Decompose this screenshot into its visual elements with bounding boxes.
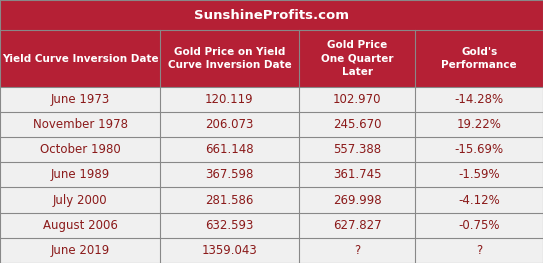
Text: 245.670: 245.670 bbox=[333, 118, 381, 131]
Text: 361.745: 361.745 bbox=[333, 168, 381, 181]
Text: 120.119: 120.119 bbox=[205, 93, 254, 106]
Text: -1.59%: -1.59% bbox=[458, 168, 500, 181]
Text: June 1989: June 1989 bbox=[50, 168, 110, 181]
Text: August 2006: August 2006 bbox=[43, 219, 117, 232]
Bar bbox=[0, 188, 543, 213]
Text: 627.827: 627.827 bbox=[333, 219, 381, 232]
Text: -15.69%: -15.69% bbox=[454, 143, 504, 156]
Bar bbox=[0, 162, 543, 188]
Text: ?: ? bbox=[476, 244, 482, 257]
Text: 206.073: 206.073 bbox=[205, 118, 254, 131]
Text: -4.12%: -4.12% bbox=[458, 194, 500, 206]
Text: 1359.043: 1359.043 bbox=[201, 244, 257, 257]
Text: 661.148: 661.148 bbox=[205, 143, 254, 156]
Bar bbox=[0, 112, 543, 137]
Text: -14.28%: -14.28% bbox=[454, 93, 504, 106]
Text: July 2000: July 2000 bbox=[53, 194, 108, 206]
Bar bbox=[0, 87, 543, 112]
Bar bbox=[0, 213, 543, 238]
Text: Gold Price on Yield
Curve Inversion Date: Gold Price on Yield Curve Inversion Date bbox=[168, 47, 291, 70]
Text: 632.593: 632.593 bbox=[205, 219, 254, 232]
Bar bbox=[0, 137, 543, 162]
Text: ?: ? bbox=[354, 244, 360, 257]
Text: 19.22%: 19.22% bbox=[457, 118, 502, 131]
Text: -0.75%: -0.75% bbox=[458, 219, 500, 232]
Text: November 1978: November 1978 bbox=[33, 118, 128, 131]
Text: 102.970: 102.970 bbox=[333, 93, 381, 106]
Bar bbox=[0, 0, 543, 30]
Bar bbox=[0, 30, 543, 87]
Text: June 1973: June 1973 bbox=[50, 93, 110, 106]
Text: SunshineProfits.com: SunshineProfits.com bbox=[194, 9, 349, 22]
Text: 269.998: 269.998 bbox=[333, 194, 381, 206]
Text: 367.598: 367.598 bbox=[205, 168, 254, 181]
Text: October 1980: October 1980 bbox=[40, 143, 121, 156]
Text: June 2019: June 2019 bbox=[50, 244, 110, 257]
Text: 557.388: 557.388 bbox=[333, 143, 381, 156]
Text: Gold Price
One Quarter
Later: Gold Price One Quarter Later bbox=[321, 40, 393, 77]
Text: Gold's
Performance: Gold's Performance bbox=[441, 47, 517, 70]
Text: 281.586: 281.586 bbox=[205, 194, 254, 206]
Text: Yield Curve Inversion Date: Yield Curve Inversion Date bbox=[2, 53, 159, 64]
Bar bbox=[0, 238, 543, 263]
